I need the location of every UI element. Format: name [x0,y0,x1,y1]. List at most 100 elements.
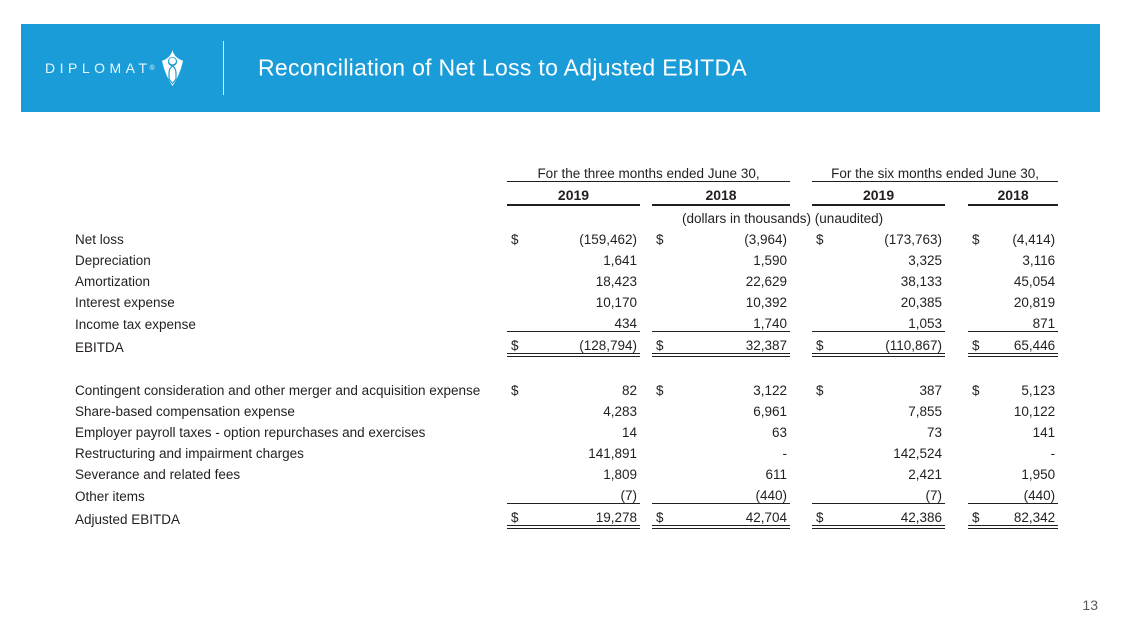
value-cell: 2,421 [908,467,943,482]
value-cell: 3,122 [753,383,788,398]
currency-cell: $ [507,331,529,357]
value-cell: 45,054 [1013,274,1056,289]
value-cell: 10,122 [1013,404,1056,419]
currency-cell: $ [816,232,824,247]
currency-cell: $ [507,503,529,529]
currency-cell [652,461,674,482]
year-header-row: 2019 2018 2019 2018 [75,181,1059,206]
currency-cell [968,289,986,310]
value-cell: 141 [1032,425,1056,440]
currency-cell: $ [968,331,987,357]
row-label: Net loss [75,232,124,247]
currency-cell [812,482,835,504]
value-cell: 18,423 [595,274,637,289]
year-header: 2018 [968,181,1059,206]
row-label: Employer payroll taxes - option repurcha… [75,425,426,440]
table-row: Net loss $ (159,462) $ (3,964) $ (173,76… [75,226,1058,247]
value-cell: 42,386 [834,503,946,529]
value-cell: 3,325 [908,253,943,268]
row-label: Restructuring and impairment charges [75,446,304,461]
currency-cell: $ [652,331,674,357]
value-cell: - [782,446,788,461]
value-cell: 32,387 [674,331,791,357]
currency-cell [507,289,529,310]
value-cell: (440) [674,482,791,504]
currency-cell: $ [812,503,835,529]
value-cell: 38,133 [900,274,943,289]
currency-cell: $ [511,383,519,398]
table-row-adjusted-ebitda-total: Adjusted EBITDA $ 19,278 $ 42,704 $ 42,3… [75,503,1059,529]
currency-cell [812,398,834,419]
currency-cell [652,310,674,332]
year-header: 2019 [812,181,946,206]
page-number: 13 [1082,597,1098,613]
value-cell: 1,590 [753,253,788,268]
value-cell: 1,740 [674,310,791,332]
value-cell: 5,123 [1021,383,1056,398]
currency-cell [968,482,987,504]
table-row: Employer payroll taxes - option repurcha… [75,419,1058,440]
currency-cell [507,482,529,504]
value-cell: 871 [986,310,1059,332]
currency-cell: $ [656,383,664,398]
currency-cell [652,289,674,310]
value-cell: 63 [772,425,788,440]
value-cell: 10,392 [745,295,788,310]
currency-cell [507,440,529,461]
value-cell: (159,462) [579,232,637,247]
units-note: (dollars in thousands) (unaudited) [681,211,884,226]
note-row: (dollars in thousands) (unaudited) [75,205,1058,226]
value-cell: 7,855 [908,404,943,419]
currency-cell [507,247,529,268]
slide-title: Reconciliation of Net Loss to Adjusted E… [258,54,748,81]
table-row: Other items (7) (440) (7) (440) [75,482,1059,504]
currency-cell [652,247,674,268]
currency-cell: $ [972,383,980,398]
value-cell: 1,809 [603,467,637,482]
value-cell: 19,278 [529,503,640,529]
row-label: Contingent consideration and other merge… [75,383,481,398]
currency-cell [968,440,986,461]
table-row: Income tax expense 434 1,740 1,053 871 [75,310,1059,332]
currency-cell [968,247,986,268]
currency-cell: $ [968,503,987,529]
row-label: Income tax expense [75,316,196,332]
row-label: Interest expense [75,295,175,310]
value-cell: 6,961 [753,404,788,419]
currency-cell [652,268,674,289]
row-label: Adjusted EBITDA [75,512,181,527]
diplomat-figure-icon [161,50,183,86]
value-cell: (128,794) [529,331,640,357]
value-cell: 141,891 [588,446,637,461]
section-spacer [75,355,1058,377]
year-header: 2018 [652,181,791,206]
row-label: Amortization [75,274,151,289]
value-cell: - [1050,446,1056,461]
value-cell: 22,629 [745,274,788,289]
currency-cell [507,268,529,289]
currency-cell [812,247,834,268]
diplomat-logo: DIPLOMAT ® [45,50,186,86]
currency-cell [968,398,986,419]
currency-cell: $ [972,232,980,247]
currency-cell [812,440,834,461]
value-cell: 434 [529,310,640,332]
currency-cell [652,482,674,504]
value-cell: 82,342 [986,503,1059,529]
year-header: 2019 [507,181,640,206]
value-cell: (7) [834,482,946,504]
row-label: Severance and related fees [75,467,241,482]
currency-cell [812,419,834,440]
value-cell: 82 [621,383,637,398]
currency-cell [507,398,529,419]
currency-cell [652,398,674,419]
row-label: Depreciation [75,253,151,268]
currency-cell [652,440,674,461]
currency-cell [968,419,986,440]
row-label: Share-based compensation expense [75,404,295,419]
currency-cell [507,419,529,440]
value-cell: 142,524 [893,446,943,461]
value-cell: (7) [529,482,640,504]
value-cell: (110,867) [834,331,946,357]
value-cell: 73 [927,425,943,440]
